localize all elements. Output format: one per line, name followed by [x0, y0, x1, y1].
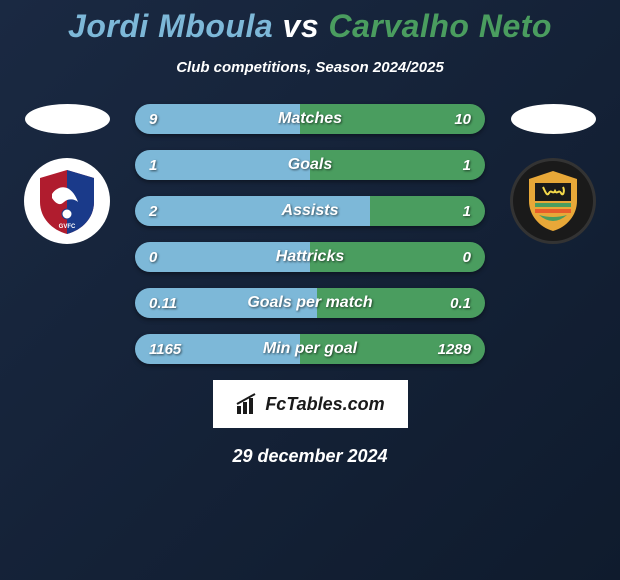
stat-right-value: 10 — [454, 111, 471, 128]
player1-avatar-placeholder — [25, 104, 110, 134]
stat-bar-left: 9 — [135, 104, 300, 134]
left-side: GVFC — [17, 104, 117, 244]
right-side — [503, 104, 603, 244]
stat-left-value: 9 — [149, 111, 157, 128]
player1-club-badge: GVFC — [24, 158, 110, 244]
vs-text: vs — [283, 8, 320, 44]
stat-right-value: 0 — [463, 249, 471, 266]
stat-label: Min per goal — [263, 340, 357, 358]
header: Jordi Mboula vs Carvalho Neto Club compe… — [0, 0, 620, 76]
stat-label: Hattricks — [276, 248, 344, 266]
stat-left-value: 1165 — [149, 341, 181, 358]
player2-avatar-placeholder — [511, 104, 596, 134]
brand-box: FcTables.com — [213, 380, 408, 428]
player1-name: Jordi Mboula — [68, 8, 273, 44]
stat-left-value: 0.11 — [149, 295, 177, 312]
club-crest-icon: GVFC — [32, 166, 102, 236]
brand-chart-icon — [235, 392, 259, 416]
stat-bar: 0 0 Hattricks — [135, 242, 485, 272]
stat-bar: 2 1 Assists — [135, 196, 485, 226]
stat-bar: 1 1 Goals — [135, 150, 485, 180]
stat-left-value: 1 — [149, 157, 157, 174]
stat-left-value: 2 — [149, 203, 157, 220]
stat-bar: 1165 1289 Min per goal — [135, 334, 485, 364]
stat-bar-right: 1 — [370, 196, 486, 226]
stat-right-value: 1289 — [438, 341, 471, 358]
stat-bar: 9 10 Matches — [135, 104, 485, 134]
stat-label: Assists — [282, 202, 339, 220]
stat-bar-left: 1 — [135, 150, 310, 180]
stat-right-value: 1 — [463, 157, 471, 174]
player2-club-badge — [510, 158, 596, 244]
player2-name: Carvalho Neto — [329, 8, 552, 44]
subtitle: Club competitions, Season 2024/2025 — [0, 59, 620, 76]
stat-label: Goals — [288, 156, 332, 174]
svg-text:GVFC: GVFC — [59, 224, 76, 230]
stat-bar-right: 1 — [310, 150, 485, 180]
content: GVFC 9 10 Matches 1 1 Goals 2 1 Assists 0 0 Hattric… — [0, 104, 620, 364]
page-title: Jordi Mboula vs Carvalho Neto — [0, 8, 620, 45]
stat-left-value: 0 — [149, 249, 157, 266]
stat-label: Goals per match — [247, 294, 372, 312]
stats-bars: 9 10 Matches 1 1 Goals 2 1 Assists 0 0 Hattricks 0.1… — [135, 104, 485, 364]
club-crest-icon — [521, 169, 585, 233]
stat-bar: 0.11 0.1 Goals per match — [135, 288, 485, 318]
brand-text: FcTables.com — [265, 394, 384, 415]
stat-label: Matches — [278, 110, 342, 128]
stat-right-value: 0.1 — [450, 295, 471, 312]
stat-right-value: 1 — [463, 203, 471, 220]
date-line: 29 december 2024 — [0, 446, 620, 467]
